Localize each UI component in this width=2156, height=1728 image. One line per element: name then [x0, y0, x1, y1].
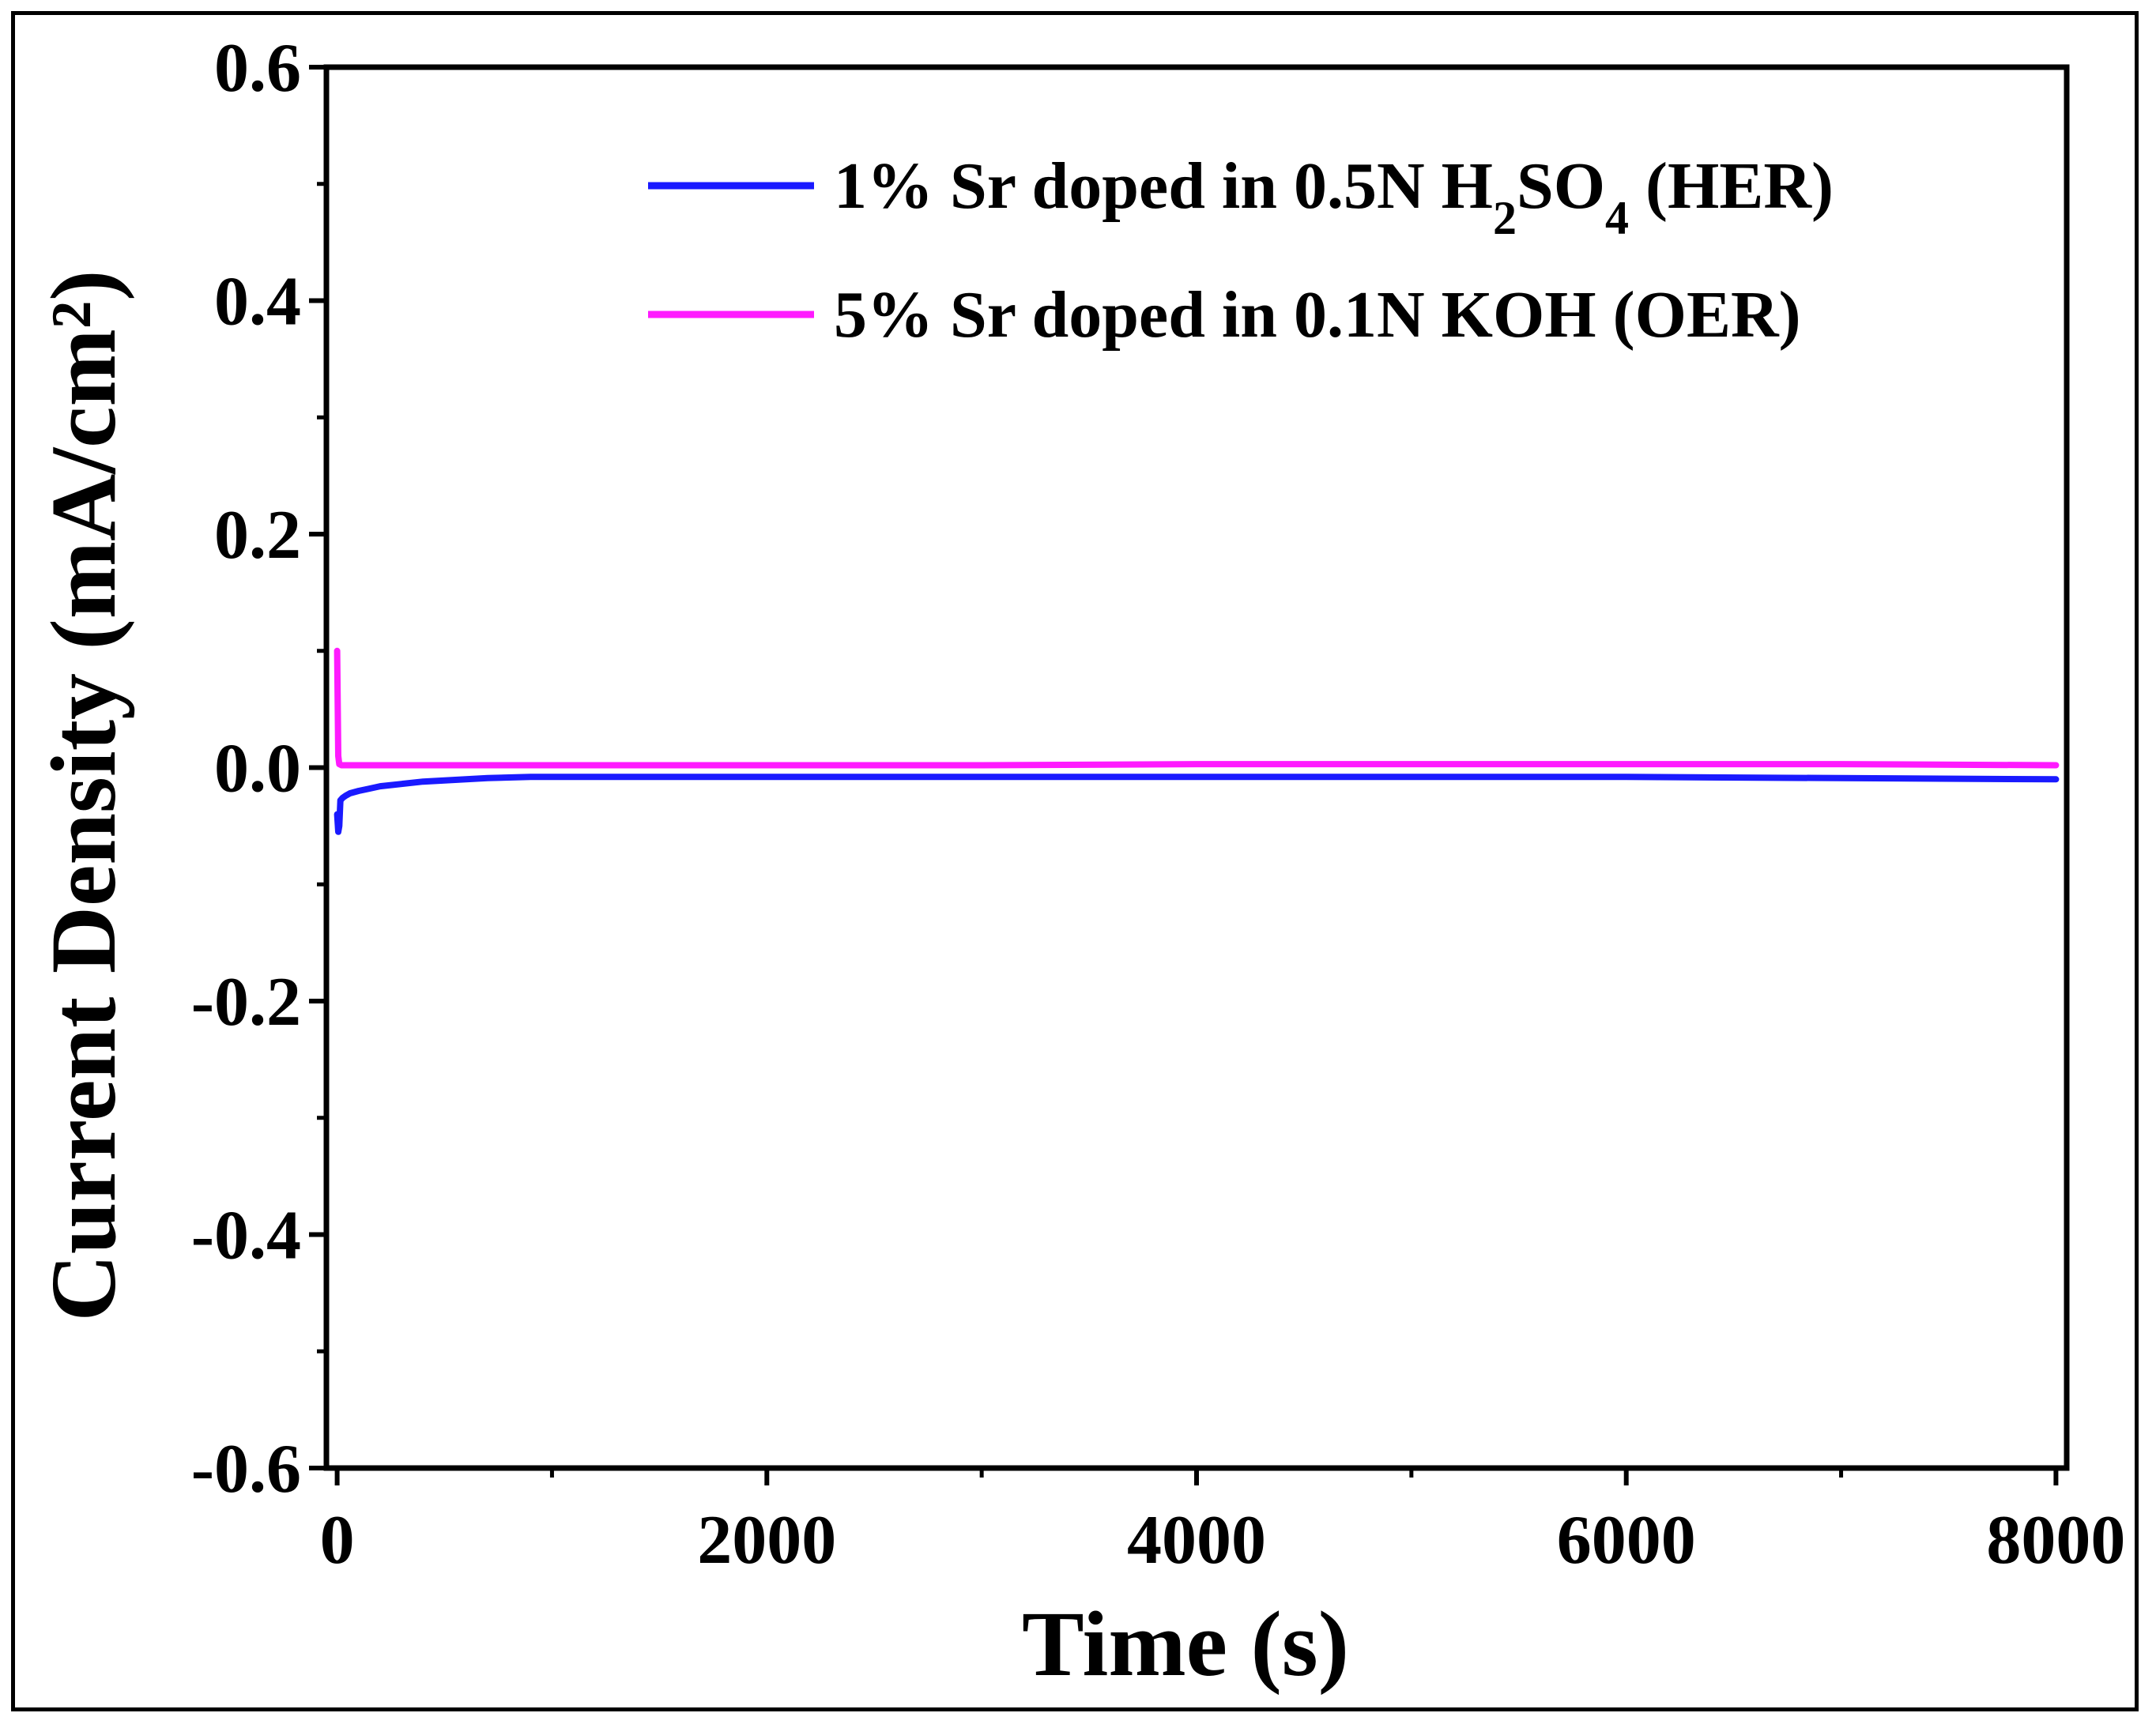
x-tick-label: 4000	[1127, 1502, 1266, 1579]
y-tick-label: -0.6	[191, 1431, 301, 1508]
y-tick-label: 0.2	[214, 497, 301, 574]
x-tick-label: 6000	[1557, 1502, 1696, 1579]
series-line-1	[334, 647, 2060, 769]
figure-frame	[11, 11, 2139, 1711]
axes-layer: 0 2000 4000 6000 8000 -0.6 -0.4 -0.2 0.0 0.2 0.4 0.…	[191, 30, 2126, 1579]
series-line-0	[334, 774, 2060, 835]
y-tick-label: 0.6	[214, 30, 301, 107]
x-tick-label: 8000	[1986, 1502, 2125, 1579]
x-tick-label: 2000	[697, 1502, 836, 1579]
legend-label-0: 1% Sr doped in 0.5N H2SO4 (HER)	[834, 149, 1834, 244]
x-tick-label: 0	[320, 1502, 355, 1579]
y-tick-label: 0.0	[214, 731, 301, 808]
y-tick-label: 0.4	[214, 264, 301, 341]
legend: 1% Sr doped in 0.5N H2SO4 (HER) 5% Sr dop…	[648, 149, 1834, 352]
series-layer	[334, 647, 2060, 835]
legend-label-1: 5% Sr doped in 0.1N KOH (OER)	[834, 278, 1801, 352]
x-axis-title: Time (s)	[1022, 1592, 1349, 1696]
y-axis-title: Current Density (mA/cm²)	[32, 270, 135, 1322]
y-tick-label: -0.4	[191, 1198, 301, 1274]
y-tick-label: -0.2	[191, 964, 301, 1041]
